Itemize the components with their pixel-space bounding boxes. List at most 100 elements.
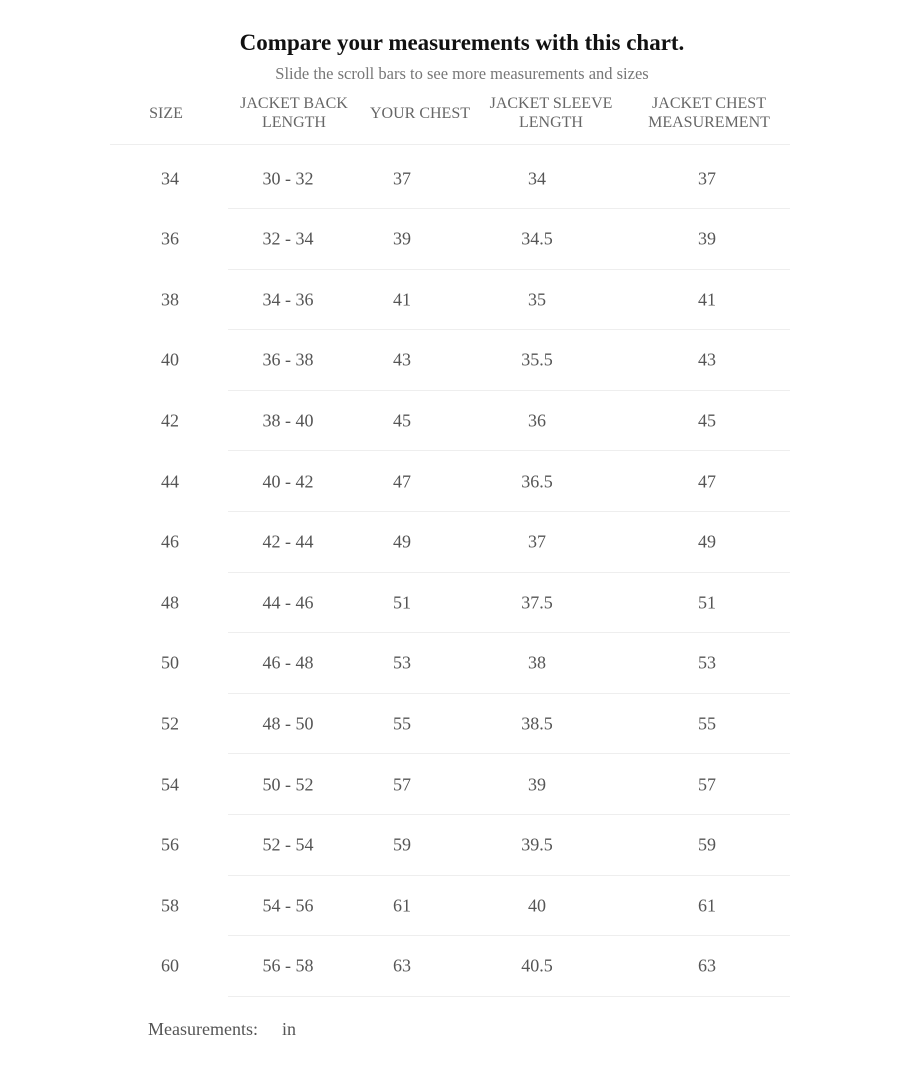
table-row: 42 38 - 40 45 36 45	[0, 390, 912, 452]
measurements-label: Measurements:	[148, 1019, 258, 1039]
header-line: YOUR CHEST	[369, 105, 471, 122]
cell-jacket-back-length: 32 - 34	[262, 228, 314, 249]
table-row: 48 44 - 46 51 37.5 51	[0, 572, 912, 634]
row-divider	[228, 208, 790, 209]
cell-your-chest: 55	[393, 713, 411, 734]
cell-size: 46	[161, 531, 179, 552]
cell-jacket-sleeve-length: 35.5	[521, 349, 553, 370]
cell-your-chest: 63	[393, 955, 411, 976]
cell-size: 52	[161, 713, 179, 734]
table-row: 58 54 - 56 61 40 61	[0, 875, 912, 937]
cell-jacket-sleeve-length: 36.5	[521, 471, 553, 491]
cell-jacket-sleeve-length: 34	[528, 168, 546, 188]
cell-your-chest: 41	[393, 289, 411, 310]
row-divider	[228, 450, 790, 452]
cell-jacket-sleeve-length: 40.5	[521, 955, 553, 976]
column-header-your-chest: YOUR CHEST	[370, 104, 470, 123]
page-title: Compare your measurements with this char…	[239, 30, 685, 55]
cell-your-chest: 59	[393, 834, 411, 855]
cell-jacket-chest-measurement: 57	[698, 774, 716, 794]
cell-jacket-back-length: 40 - 42	[262, 471, 314, 491]
header-line: LENGTH	[262, 114, 326, 131]
cell-jacket-chest-measurement: 45	[698, 410, 716, 431]
cell-jacket-chest-measurement: 41	[698, 289, 716, 310]
cell-jacket-back-length: 42 - 44	[262, 531, 314, 552]
cell-jacket-back-length: 46 - 48	[262, 652, 314, 673]
cell-jacket-chest-measurement: 49	[698, 531, 716, 552]
table-row: 46 42 - 44 49 37 49	[0, 512, 912, 573]
cell-jacket-chest-measurement: 55	[698, 713, 716, 734]
cell-jacket-back-length: 50 - 52	[262, 774, 314, 794]
row-divider	[228, 329, 790, 331]
cell-jacket-back-length: 44 - 46	[262, 592, 314, 613]
row-divider	[228, 389, 790, 391]
table-row: 54 50 - 52 57 39 57	[0, 754, 912, 815]
table-row: 38 34 - 36 41 35 41	[0, 269, 912, 331]
cell-size: 54	[161, 774, 179, 794]
table-row: 56 52 - 54 59 39.5 59	[0, 815, 912, 876]
header-line: SIZE	[149, 105, 183, 122]
cell-your-chest: 61	[393, 895, 411, 916]
cell-jacket-sleeve-length: 38.5	[521, 713, 553, 734]
cell-size: 42	[161, 410, 179, 431]
row-divider	[228, 935, 790, 937]
row-divider	[228, 511, 790, 512]
cell-jacket-sleeve-length: 40	[528, 895, 546, 916]
table-row: 60 56 - 58 63 40.5 63	[0, 936, 912, 997]
table-row: 34 30 - 32 37 34 37	[0, 148, 912, 209]
cell-jacket-chest-measurement: 61	[698, 895, 716, 916]
table-row: 52 48 - 50 55 38.5 55	[0, 693, 912, 755]
cell-jacket-sleeve-length: 37.5	[521, 592, 553, 613]
cell-jacket-chest-measurement: 53	[698, 652, 716, 673]
cell-jacket-sleeve-length: 39	[528, 774, 546, 794]
column-header-size: SIZE	[149, 104, 183, 123]
cell-jacket-chest-measurement: 39	[698, 228, 716, 249]
row-divider	[228, 571, 790, 573]
cell-jacket-sleeve-length: 39.5	[521, 834, 553, 855]
table-row: 44 40 - 42 47 36.5 47	[0, 451, 912, 512]
cell-your-chest: 53	[393, 652, 411, 673]
measurement-unit-row: Measurements: in	[148, 1019, 296, 1040]
measurement-unit[interactable]: in	[281, 1019, 296, 1039]
cell-size: 48	[161, 592, 179, 613]
row-divider	[228, 814, 790, 815]
table-row: 50 46 - 48 53 38 53	[0, 633, 912, 694]
cell-your-chest: 47	[393, 471, 411, 491]
column-header-jacket-sleeve-length: JACKET SLEEVE LENGTH	[490, 94, 613, 132]
row-divider	[228, 268, 790, 270]
header-line: JACKET SLEEVE	[489, 95, 613, 112]
cell-jacket-chest-measurement: 37	[698, 168, 716, 188]
row-divider	[228, 995, 790, 997]
header-line: LENGTH	[519, 114, 583, 131]
cell-size: 56	[161, 834, 179, 855]
cell-your-chest: 39	[393, 228, 411, 249]
header-line: JACKET CHEST	[652, 95, 766, 112]
cell-jacket-back-length: 52 - 54	[262, 834, 314, 855]
cell-jacket-back-length: 34 - 36	[262, 289, 314, 310]
cell-your-chest: 49	[393, 531, 411, 552]
cell-size: 44	[161, 471, 179, 491]
cell-size: 58	[161, 895, 179, 916]
header-line: MEASUREMENT	[648, 114, 770, 131]
header-divider	[110, 144, 790, 145]
cell-size: 38	[161, 289, 179, 310]
cell-your-chest: 37	[393, 168, 411, 188]
cell-jacket-chest-measurement: 47	[698, 471, 716, 491]
table-row: 36 32 - 34 39 34.5 39	[0, 209, 912, 270]
cell-jacket-chest-measurement: 63	[698, 955, 716, 976]
cell-your-chest: 57	[393, 774, 411, 794]
column-header-jacket-back-length: JACKET BACK LENGTH	[240, 94, 348, 132]
cell-size: 50	[161, 652, 179, 673]
cell-size: 40	[161, 349, 179, 370]
cell-jacket-sleeve-length: 37	[528, 531, 546, 552]
cell-jacket-back-length: 56 - 58	[262, 955, 314, 976]
table-row: 40 36 - 38 43 35.5 43	[0, 330, 912, 391]
row-divider	[228, 632, 790, 634]
row-divider	[228, 753, 790, 755]
header-line: JACKET BACK	[240, 95, 348, 112]
cell-size: 36	[161, 228, 179, 249]
cell-jacket-back-length: 30 - 32	[262, 168, 314, 188]
page-subtitle: Slide the scroll bars to see more measur…	[275, 64, 649, 83]
cell-jacket-back-length: 54 - 56	[262, 895, 314, 916]
column-header-jacket-chest-measurement: JACKET CHEST MEASUREMENT	[648, 94, 770, 132]
